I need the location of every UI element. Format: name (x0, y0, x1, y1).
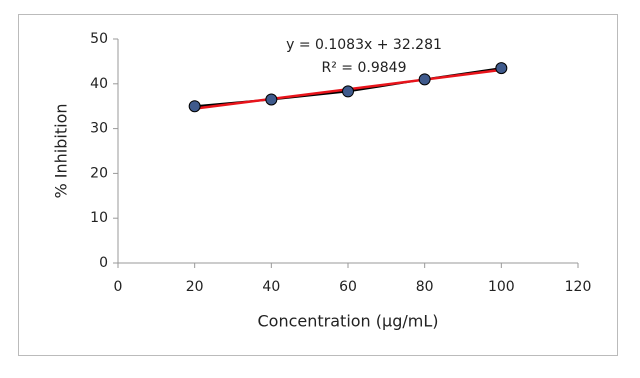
x-tick-label: 40 (262, 279, 280, 295)
y-tick-label: 0 (99, 255, 108, 271)
y-tick-label: 40 (90, 76, 108, 92)
x-tick-label: 60 (339, 279, 357, 295)
x-tick-label: 80 (416, 279, 434, 295)
r-squared: R² = 0.9849 (322, 60, 407, 76)
x-tick-label: 120 (565, 279, 592, 295)
data-point (495, 62, 508, 75)
x-axis-label: Concentration (µg/mL) (258, 312, 439, 331)
x-tick-label: 100 (488, 279, 515, 295)
x-tick-label: 0 (114, 279, 123, 295)
data-point (188, 100, 201, 113)
y-tick-label: 20 (90, 165, 108, 181)
chart-frame (18, 14, 618, 356)
data-point (265, 93, 278, 106)
x-tick-label: 20 (186, 279, 204, 295)
y-tick-label: 50 (90, 31, 108, 47)
y-tick-label: 10 (90, 210, 108, 226)
y-tick-label: 30 (90, 121, 108, 137)
data-point (342, 85, 354, 98)
equation: y = 0.1083x + 32.281 (286, 37, 442, 53)
y-axis-label: % Inhibition (52, 104, 71, 199)
data-point (418, 73, 431, 86)
